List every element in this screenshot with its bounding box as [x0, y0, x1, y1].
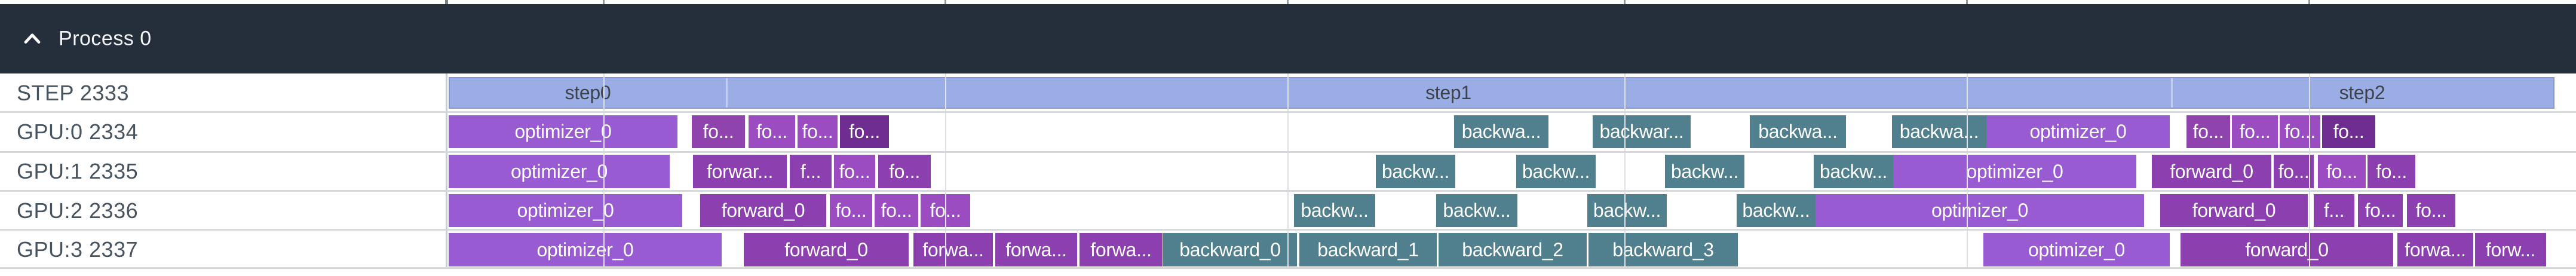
ruler-tick [1624, 0, 1626, 4]
gridline [603, 73, 605, 269]
trace-event-bar[interactable]: fo... [692, 115, 745, 148]
timeline-ruler[interactable] [0, 0, 2576, 4]
chevron-up-icon[interactable] [19, 26, 45, 52]
trace-event-bar[interactable]: optimizer_0 [1893, 155, 2136, 188]
trace-event-bar[interactable]: forward_0 [2160, 194, 2308, 227]
trace-event-bar[interactable]: forward_0 [2181, 233, 2393, 266]
trace-event-bar[interactable]: forward_0 [744, 233, 909, 266]
trace-event-bar[interactable]: fo... [830, 194, 872, 227]
trace-event-bar[interactable]: fo... [749, 115, 795, 148]
gridline [2309, 73, 2310, 269]
ruler-tick [944, 0, 946, 4]
trace-event-bar[interactable]: backward_2 [1439, 233, 1587, 266]
trace-event-bar[interactable]: backwa... [1454, 115, 1548, 148]
trace-event-bar[interactable]: backw... [1294, 194, 1375, 227]
trace-event-bar[interactable]: fo... [2274, 155, 2314, 188]
trace-event-bar[interactable]: fo... [2280, 115, 2320, 148]
trace-event-bar[interactable]: forward_0 [2152, 155, 2271, 188]
gridline [1624, 73, 1626, 269]
gridline [945, 73, 946, 269]
trace-event-bar[interactable]: fo... [2368, 155, 2415, 188]
ruler-tick [1966, 0, 1968, 4]
trace-event-bar[interactable]: backw... [1587, 194, 1667, 227]
trace-event-bar[interactable]: backw... [1737, 194, 1816, 227]
trace-event-bar[interactable]: f... [2314, 194, 2354, 227]
track-divider [0, 111, 2576, 113]
gridline [446, 73, 447, 269]
track-label: GPU:2 2336 [17, 198, 139, 223]
trace-event-bar[interactable]: forwar... [693, 155, 787, 188]
trace-event-bar[interactable]: forwa... [995, 233, 1077, 266]
trace-event-bar[interactable]: optimizer_0 [1986, 115, 2170, 148]
trace-event-bar[interactable]: backw... [1436, 194, 1517, 227]
trace-event-bar[interactable]: backward_1 [1299, 233, 1437, 266]
trace-event-bar[interactable]: fo... [798, 115, 838, 148]
trace-event-bar[interactable]: fo... [840, 115, 889, 148]
track-label: STEP 2333 [17, 80, 129, 105]
ruler-tick [603, 0, 605, 4]
trace-event-bar[interactable]: fo... [878, 155, 931, 188]
process-group-title: Process 0 [59, 27, 152, 50]
ruler-tick [2308, 0, 2310, 4]
track-label: GPU:1 2335 [17, 159, 139, 183]
ruler-tick [1287, 0, 1289, 4]
trace-event-bar[interactable]: forward_0 [700, 194, 826, 227]
trace-event-bar[interactable]: fo... [2318, 155, 2366, 188]
trace-event-bar[interactable]: backw... [1814, 155, 1893, 188]
trace-event-bar[interactable]: backwa... [1892, 115, 1986, 148]
trace-event-bar[interactable]: forw... [2475, 233, 2546, 266]
trace-event-bar[interactable]: optimizer_0 [1983, 233, 2170, 266]
ruler-tick [445, 0, 448, 4]
trace-event-bar[interactable]: fo... [2407, 194, 2455, 227]
trace-event-bar[interactable]: fo... [834, 155, 875, 188]
trace-event-bar[interactable]: step2 [2171, 77, 2554, 109]
trace-event-bar[interactable]: step0 [449, 77, 726, 109]
gridline [1287, 73, 1289, 269]
trace-event-bar[interactable]: backward_3 [1588, 233, 1738, 266]
trace-event-bar[interactable]: forwa... [2397, 233, 2473, 266]
process-group-header[interactable]: Process 0 [0, 4, 2576, 73]
track-divider [0, 267, 2576, 269]
trace-event-bar[interactable]: optimizer_0 [449, 155, 670, 188]
trace-event-bar[interactable]: f... [790, 155, 832, 188]
trace-event-bar[interactable]: step1 [726, 77, 2171, 109]
track-label: GPU:3 2337 [17, 237, 139, 262]
trace-event-bar[interactable]: forwa... [913, 233, 993, 266]
trace-event-bar[interactable]: optimizer_0 [449, 194, 682, 227]
trace-event-bar[interactable]: optimizer_0 [1816, 194, 2144, 227]
trace-event-bar[interactable]: forwa... [1080, 233, 1163, 266]
trace-event-bar[interactable]: fo... [2358, 194, 2403, 227]
trace-event-bar[interactable]: optimizer_0 [449, 115, 677, 148]
track-label: GPU:0 2334 [17, 119, 139, 144]
trace-event-bar[interactable]: fo... [2232, 115, 2278, 148]
track-divider [0, 190, 2576, 192]
trace-event-bar[interactable]: fo... [875, 194, 918, 227]
gridline [1967, 73, 1968, 269]
trace-event-bar[interactable]: backw... [1665, 155, 1744, 188]
trace-event-bar[interactable]: backwa... [1750, 115, 1846, 148]
trace-event-bar[interactable]: backward_0 [1163, 233, 1297, 266]
trace-event-bar[interactable]: fo... [2186, 115, 2230, 148]
track-divider [0, 151, 2576, 153]
trace-event-bar[interactable]: backw... [1516, 155, 1596, 188]
track-divider [0, 229, 2576, 231]
trace-event-bar[interactable]: backw... [1376, 155, 1455, 188]
trace-event-bar[interactable]: fo... [2322, 115, 2375, 148]
trace-event-bar[interactable]: backwar... [1593, 115, 1691, 148]
trace-event-bar[interactable]: optimizer_0 [449, 233, 722, 266]
